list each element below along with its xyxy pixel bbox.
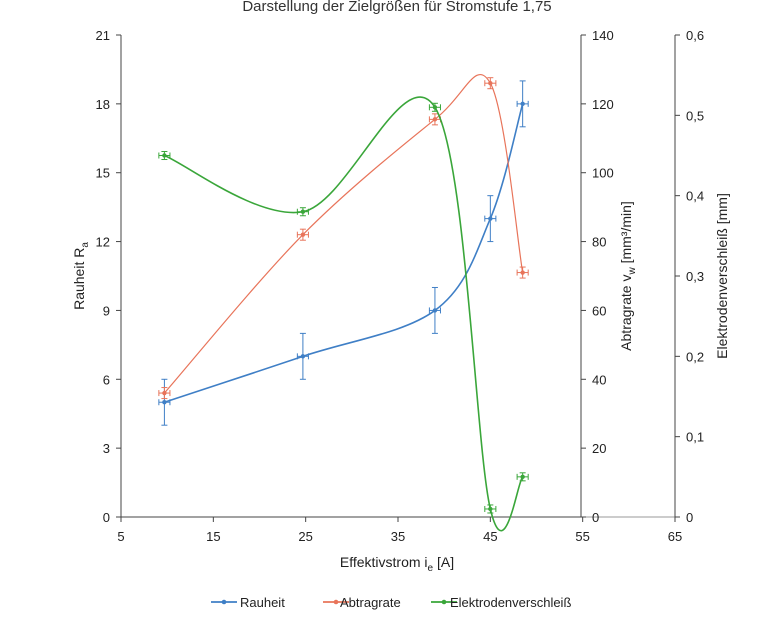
data-point	[162, 390, 167, 396]
legend-label: Elektrodenverschleiß	[450, 595, 571, 610]
left-axis-title: Rauheit Ra	[71, 242, 91, 310]
series-line	[164, 103, 524, 403]
legend-entry-abtragrate: Abtragrate	[323, 595, 401, 610]
legend-label: Rauheit	[240, 595, 285, 610]
legend-label: Abtragrate	[340, 595, 401, 610]
data-point	[488, 81, 493, 86]
right1-axis-title: Abtragrate vw [mm³/min]	[618, 201, 638, 351]
legend-marker	[221, 599, 227, 605]
y-tick-label: 9	[103, 303, 110, 318]
series-line	[164, 96, 524, 532]
y-tick-label: 120	[592, 97, 614, 112]
y-tick-label: 80	[592, 235, 606, 250]
data-point	[488, 506, 493, 512]
data-point	[488, 216, 493, 221]
x-tick-label: 65	[668, 529, 682, 544]
y-tick-label: 0,3	[686, 269, 704, 284]
data-point	[432, 105, 438, 110]
axes: 5 15 25 35 45 55 65 Effektivstrom ie [A] 0 3 6 9 12 1…	[71, 28, 730, 574]
series-abtragrate	[158, 74, 529, 400]
data-point	[300, 232, 306, 237]
y-tick-label: 100	[592, 166, 614, 181]
x-tick-label: 45	[483, 529, 497, 544]
data-point	[520, 270, 525, 275]
y-tick-label: 0,6	[686, 28, 704, 43]
y-tick-label: 21	[96, 28, 110, 43]
y-tick-label: 60	[592, 303, 606, 318]
y-tick-label: 20	[592, 441, 606, 456]
y-tick-label: 18	[96, 97, 110, 112]
y-tick-label: 0	[686, 510, 693, 525]
chart-title: Darstellung der Zielgrößen für Stromstuf…	[242, 0, 551, 15]
data-point	[520, 101, 525, 107]
y-tick-label: 40	[592, 372, 606, 387]
data-point	[520, 474, 525, 480]
y-tick-label: 0,5	[686, 108, 704, 123]
series-rauheit	[158, 80, 529, 426]
data-point	[162, 400, 167, 405]
y-tick-label: 12	[96, 235, 110, 250]
data-point	[300, 354, 306, 359]
y-tick-label: 140	[592, 28, 614, 43]
series-layer	[158, 74, 529, 532]
y-tick-label: 0,1	[686, 430, 704, 445]
y-tick-label: 15	[96, 166, 110, 181]
series-elektrodenverschleiß	[158, 96, 529, 532]
error-bar	[158, 150, 171, 161]
x-tick-label: 15	[206, 529, 220, 544]
y-tick-label: 0	[103, 510, 110, 525]
x-tick-label: 25	[298, 529, 312, 544]
x-tick-label: 55	[575, 529, 589, 544]
data-point	[162, 153, 167, 158]
y-tick-label: 0,2	[686, 349, 704, 364]
legend: Rauheit Abtragrate Elektrodenverschleiß	[211, 595, 571, 610]
data-point	[432, 308, 438, 313]
y-tick-label: 3	[103, 441, 110, 456]
series-line	[163, 74, 524, 394]
x-tick-label: 5	[117, 529, 124, 544]
x-tick-label: 35	[391, 529, 405, 544]
x-axis-title: Effektivstrom ie [A]	[340, 554, 454, 574]
legend-marker	[333, 599, 339, 605]
right2-axis-title: Elektrodenverschleiß [mm]	[714, 193, 730, 359]
error-bar	[484, 77, 497, 90]
legend-entry-rauheit: Rauheit	[211, 595, 285, 610]
y-tick-label: 0	[592, 510, 599, 525]
y-tick-label: 0,4	[686, 189, 704, 204]
legend-entry-elektrodenverschleiß: Elektrodenverschleiß	[431, 595, 571, 610]
data-point	[432, 117, 438, 122]
data-point	[300, 209, 306, 214]
legend-marker	[441, 599, 447, 605]
y-tick-label: 6	[103, 372, 110, 387]
